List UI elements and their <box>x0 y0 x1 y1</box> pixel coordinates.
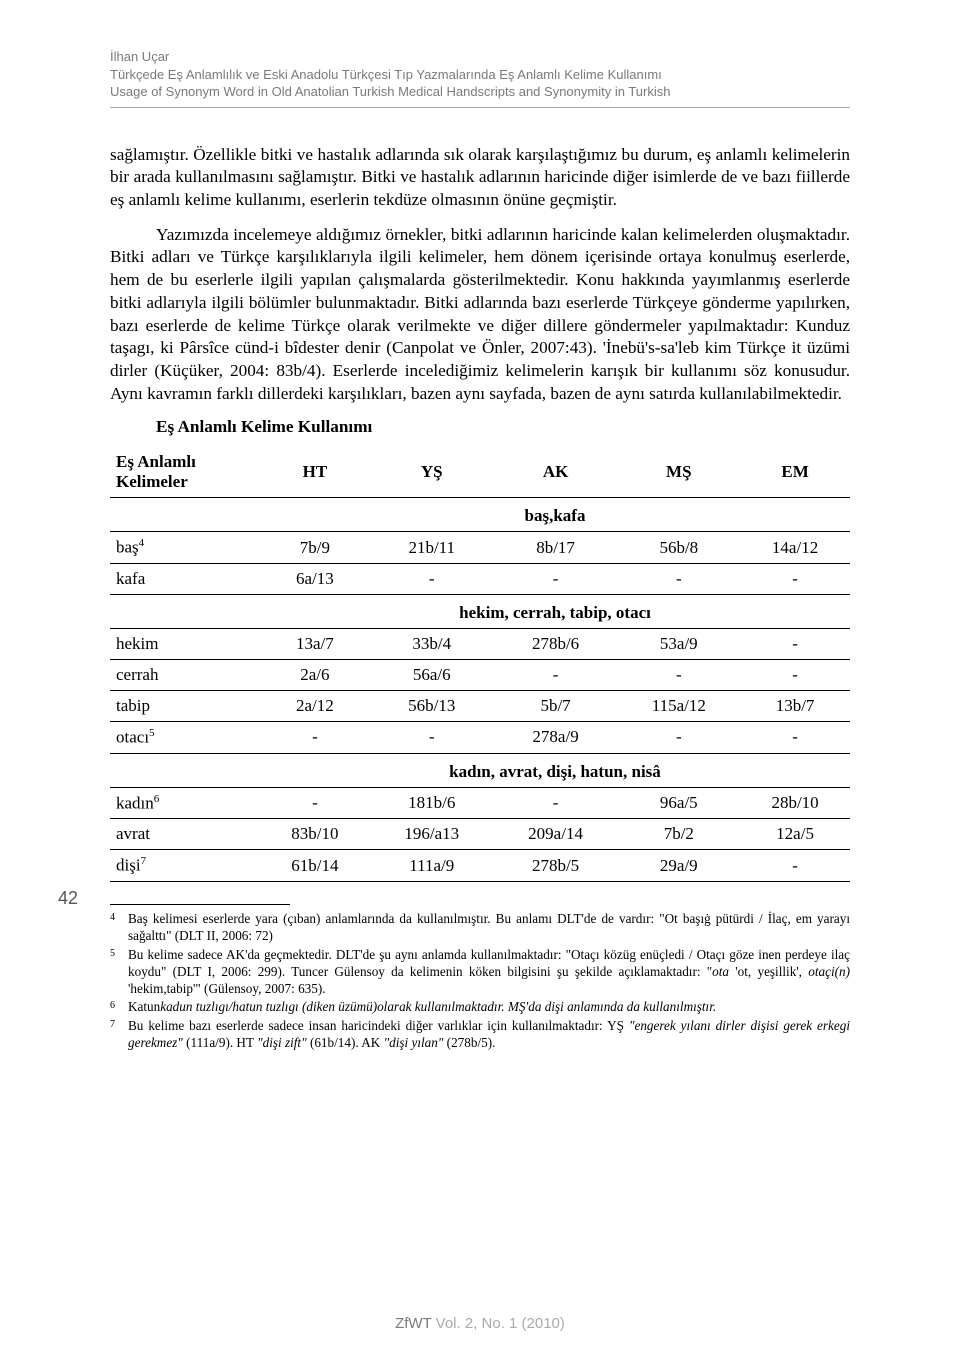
footnote-number: 5 <box>110 947 128 998</box>
table-cell: 278a/9 <box>494 722 618 754</box>
table-cell: 209a/14 <box>494 819 618 850</box>
footnote-number: 4 <box>110 911 128 945</box>
table-cell: 53a/9 <box>617 629 740 660</box>
footnote-number: 6 <box>110 999 128 1016</box>
table-group-title: kadın, avrat, dişi, hatun, nisâ <box>260 753 850 787</box>
table-cell: 14a/12 <box>740 532 850 564</box>
table-cell: 12a/5 <box>740 819 850 850</box>
table-col-header: HT <box>260 447 370 498</box>
table-cell: - <box>260 722 370 754</box>
table-cell: 111a/9 <box>370 850 494 882</box>
table-col-header: MŞ <box>617 447 740 498</box>
table-cell: - <box>494 787 618 819</box>
table-row: kafa 6a/13---- <box>110 564 850 595</box>
footer: ZfWT Vol. 2, No. 1 (2010) <box>0 1315 960 1332</box>
table-cell: 83b/10 <box>260 819 370 850</box>
table-cell: - <box>740 564 850 595</box>
table-cell: 278b/5 <box>494 850 618 882</box>
row-label: otacı5 <box>110 722 260 754</box>
table-cell: 5b/7 <box>494 691 618 722</box>
table-cell: 13b/7 <box>740 691 850 722</box>
section-title: Eş Anlamlı Kelime Kullanımı <box>156 417 850 437</box>
table-head-label: Eş Anlamlı Kelimeler <box>110 447 260 498</box>
table-cell: 56b/13 <box>370 691 494 722</box>
header-title-en: Usage of Synonym Word in Old Anatolian T… <box>110 83 850 101</box>
article-header: İlhan Uçar Türkçede Eş Anlamlılık ve Esk… <box>110 48 850 101</box>
table-cell: 33b/4 <box>370 629 494 660</box>
header-author: İlhan Uçar <box>110 48 850 66</box>
table-cell: - <box>370 564 494 595</box>
footnote-number: 7 <box>110 1018 128 1052</box>
footnote-text: Baş kelimesi eserlerde yara (çıban) anla… <box>128 911 850 945</box>
table-cell: 56b/8 <box>617 532 740 564</box>
table-cell: - <box>617 660 740 691</box>
table-cell: - <box>260 787 370 819</box>
footnotes: 4Baş kelimesi eserlerde yara (çıban) anl… <box>110 904 850 1052</box>
footnote-text: Bu kelime sadece AK'da geçmektedir. DLT'… <box>128 947 850 998</box>
paragraph-2: Yazımızda incelemeye aldığımız örnekler,… <box>110 224 850 406</box>
table-group-title: baş,kafa <box>260 498 850 532</box>
table-cell: - <box>740 722 850 754</box>
table-cell: 2a/12 <box>260 691 370 722</box>
paragraph-1: sağlamıştır. Özellikle bitki ve hastalık… <box>110 144 850 212</box>
table-row: cerrah 2a/656a/6--- <box>110 660 850 691</box>
table-col-header: EM <box>740 447 850 498</box>
footer-rest: Vol. 2, No. 1 (2010) <box>431 1315 564 1332</box>
footnote-text: Katunkadun tuzlıgı/hatun tuzlıgı (diken … <box>128 999 850 1016</box>
table-cell: 61b/14 <box>260 850 370 882</box>
row-label: cerrah <box>110 660 260 691</box>
footnotes-separator <box>110 904 290 905</box>
footnote: 4Baş kelimesi eserlerde yara (çıban) anl… <box>110 911 850 945</box>
header-separator <box>110 107 850 108</box>
table-cell: 181b/6 <box>370 787 494 819</box>
table-cell: 56a/6 <box>370 660 494 691</box>
header-title-tr: Türkçede Eş Anlamlılık ve Eski Anadolu T… <box>110 66 850 84</box>
table-cell: - <box>370 722 494 754</box>
table-cell: 115a/12 <box>617 691 740 722</box>
footnote: 6Katunkadun tuzlıgı/hatun tuzlıgı (diken… <box>110 999 850 1016</box>
table-cell: - <box>617 722 740 754</box>
table-row: hekim 13a/733b/4278b/653a/9- <box>110 629 850 660</box>
table-cell: - <box>740 850 850 882</box>
table-row: avrat 83b/10196/a13209a/147b/212a/5 <box>110 819 850 850</box>
row-label: kafa <box>110 564 260 595</box>
table-cell: 28b/10 <box>740 787 850 819</box>
footer-prefix: ZfWT <box>395 1315 431 1332</box>
table-col-header: AK <box>494 447 618 498</box>
table-row: kadın6 -181b/6-96a/528b/10 <box>110 787 850 819</box>
page-number: 42 <box>58 888 78 909</box>
table-cell: - <box>740 660 850 691</box>
table-cell: 7b/2 <box>617 819 740 850</box>
row-label: avrat <box>110 819 260 850</box>
table-cell: - <box>740 629 850 660</box>
row-label: kadın6 <box>110 787 260 819</box>
table-cell: - <box>494 564 618 595</box>
table-cell: 96a/5 <box>617 787 740 819</box>
table-cell: - <box>617 564 740 595</box>
table-row: baş4 7b/921b/118b/1756b/814a/12 <box>110 532 850 564</box>
table-row: otacı5 --278a/9-- <box>110 722 850 754</box>
table-cell: - <box>494 660 618 691</box>
table-cell: 21b/11 <box>370 532 494 564</box>
table-cell: 278b/6 <box>494 629 618 660</box>
table-cell: 8b/17 <box>494 532 618 564</box>
row-label: hekim <box>110 629 260 660</box>
table-row: tabip 2a/1256b/135b/7115a/1213b/7 <box>110 691 850 722</box>
synonym-table: Eş Anlamlı KelimelerHTYŞAKMŞEMbaş,kafaba… <box>110 447 850 882</box>
table-cell: 6a/13 <box>260 564 370 595</box>
table-row: dişi7 61b/14111a/9278b/529a/9- <box>110 850 850 882</box>
footnote-text: Bu kelime bazı eserlerde sadece insan ha… <box>128 1018 850 1052</box>
table-group-title: hekim, cerrah, tabip, otacı <box>260 595 850 629</box>
table-col-header: YŞ <box>370 447 494 498</box>
table-cell: 13a/7 <box>260 629 370 660</box>
footnote: 5Bu kelime sadece AK'da geçmektedir. DLT… <box>110 947 850 998</box>
row-label: tabip <box>110 691 260 722</box>
footnote: 7Bu kelime bazı eserlerde sadece insan h… <box>110 1018 850 1052</box>
table-cell: 2a/6 <box>260 660 370 691</box>
row-label: dişi7 <box>110 850 260 882</box>
table-cell: 29a/9 <box>617 850 740 882</box>
table-cell: 7b/9 <box>260 532 370 564</box>
table-cell: 196/a13 <box>370 819 494 850</box>
row-label: baş4 <box>110 532 260 564</box>
